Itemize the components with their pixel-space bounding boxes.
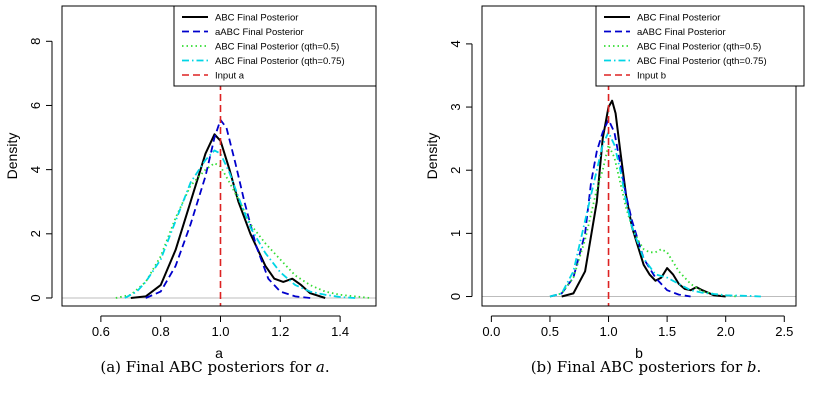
legend: ABC Final Posterior aABC Final Posterior A… (173, 5, 377, 87)
series-line-1 (549, 118, 691, 298)
figure-caption: (b) Final ABC posteriors for b. (531, 358, 762, 376)
chart-panel-1: 0.0 0.5 1.0 1.5 2.0 2.5 0 1 2 3 4 b Density ABC Final… (424, 5, 805, 376)
x-tick-label: 1.2 (271, 324, 289, 339)
legend-label: ABC Final Posterior (qth=0.5) (637, 42, 761, 53)
y-tick-label: 2 (28, 230, 43, 237)
legend-box (595, 5, 805, 87)
y-tick-label: 0 (448, 293, 463, 300)
x-tick-label: 1.4 (331, 324, 349, 339)
x-axis-title: a (215, 345, 223, 361)
legend-label: ABC Final Posterior (215, 13, 298, 24)
y-tick-label: 6 (28, 102, 43, 109)
caption-variable: a (316, 358, 325, 376)
legend-label: aABC Final Posterior (637, 27, 726, 38)
x-tick-label: 0.5 (541, 324, 559, 339)
caption-text: (b) Final ABC posteriors for (531, 358, 747, 376)
y-tick-label: 3 (448, 103, 463, 110)
caption-period: . (757, 358, 762, 376)
y-tick-label: 1 (448, 230, 463, 237)
series-line-1 (145, 119, 311, 299)
series-line-3 (549, 131, 761, 298)
y-tick-label: 2 (448, 167, 463, 174)
legend-label: ABC Final Posterior (qth=0.5) (215, 42, 339, 53)
caption-text: (a) Final ABC posteriors for (100, 358, 316, 376)
caption-variable: b (747, 358, 757, 376)
caption-period: . (325, 358, 330, 376)
y-axis-title: Density (4, 133, 20, 180)
legend-label: ABC Final Posterior (qth=0.75) (637, 56, 767, 67)
series-line-0 (130, 133, 326, 299)
y-tick-label: 0 (28, 294, 43, 301)
y-axis-title: Density (424, 133, 440, 180)
figure-caption: (a) Final ABC posteriors for a. (100, 358, 329, 376)
legend-label: Input b (637, 71, 666, 82)
series-line-2 (115, 162, 371, 299)
x-axis-title: b (635, 345, 643, 361)
legend-box (173, 5, 377, 87)
y-tick-label: 4 (28, 166, 43, 173)
y-tick-label: 4 (448, 40, 463, 47)
series-line-3 (124, 149, 356, 299)
y-tick-label: 8 (28, 38, 43, 45)
x-tick-label: 0.6 (92, 324, 110, 339)
x-tick-label: 0.8 (152, 324, 170, 339)
x-tick-label: 1.0 (211, 324, 229, 339)
legend-label: ABC Final Posterior (637, 13, 720, 24)
legend-label: aABC Final Posterior (215, 27, 304, 38)
x-tick-label: 2.0 (717, 324, 735, 339)
x-tick-label: 1.0 (599, 324, 617, 339)
x-tick-label: 2.5 (775, 324, 793, 339)
x-tick-label: 0.0 (482, 324, 500, 339)
chart-panel-0: 0.6 0.8 1.0 1.2 1.4 0 2 4 6 8 a Density ABC Final Po… (4, 5, 377, 376)
series-line-2 (549, 143, 738, 298)
legend-label: ABC Final Posterior (qth=0.75) (215, 56, 345, 67)
x-tick-label: 1.5 (658, 324, 676, 339)
legend: ABC Final Posterior aABC Final Posterior A… (595, 5, 805, 87)
legend-label: Input a (215, 71, 245, 82)
series-line-0 (561, 99, 726, 298)
